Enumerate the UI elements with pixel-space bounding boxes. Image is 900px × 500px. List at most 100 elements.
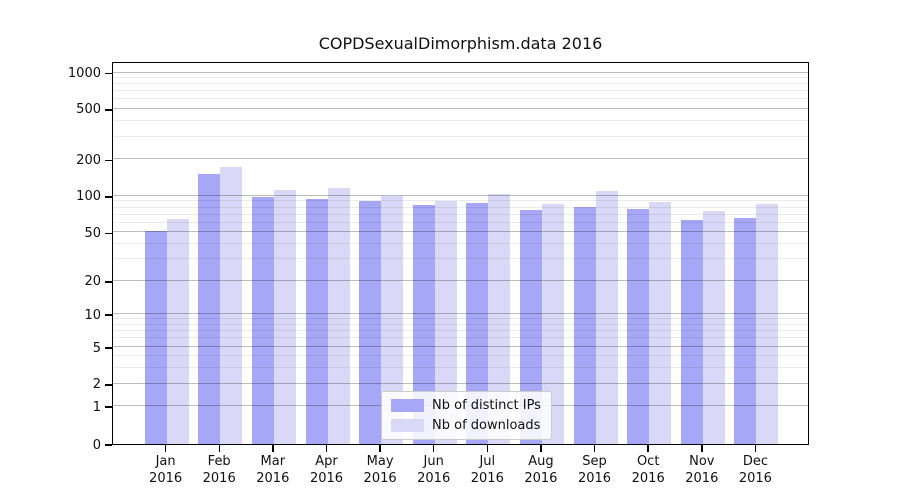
y-axis-tick bbox=[105, 109, 112, 111]
minor-gridline bbox=[113, 98, 808, 100]
legend-entry-distinct-ips: Nb of distinct IPs bbox=[391, 398, 541, 413]
x-axis-tick bbox=[540, 445, 542, 452]
legend-label-downloads: Nb of downloads bbox=[432, 418, 541, 433]
y-tick-label: 2 bbox=[92, 377, 101, 393]
bar-distinct-ips bbox=[573, 206, 596, 444]
x-tick-label: May 2016 bbox=[350, 453, 410, 487]
major-gridline bbox=[113, 107, 808, 109]
x-tick-month: Aug bbox=[528, 454, 554, 469]
y-tick-label: 20 bbox=[84, 274, 101, 290]
y-tick-label: 50 bbox=[84, 225, 101, 241]
x-axis-tick bbox=[432, 445, 435, 452]
x-axis-tick bbox=[379, 445, 381, 452]
x-tick-label: Aug 2016 bbox=[511, 453, 571, 487]
x-tick-year: 2016 bbox=[202, 471, 236, 486]
y-axis-tick bbox=[105, 159, 112, 162]
x-tick-label: Nov 2016 bbox=[672, 453, 732, 487]
bar-distinct-ips bbox=[466, 203, 489, 444]
legend-entry-downloads: Nb of downloads bbox=[391, 418, 541, 433]
y-tick-label: 1 bbox=[92, 399, 101, 415]
legend: Nb of distinct IPs Nb of downloads bbox=[381, 391, 552, 440]
x-tick-label: Sep 2016 bbox=[565, 453, 625, 487]
y-axis-tick bbox=[105, 406, 112, 408]
legend-swatch-downloads bbox=[391, 419, 424, 432]
y-tick-label: 500 bbox=[76, 102, 101, 118]
x-tick-month: May bbox=[366, 454, 394, 469]
x-tick-month: Jun bbox=[423, 454, 444, 469]
bar-distinct-ips bbox=[734, 217, 757, 444]
x-tick-month: Apr bbox=[315, 454, 338, 469]
bar-distinct-ips bbox=[519, 210, 542, 444]
minor-gridline bbox=[113, 83, 808, 85]
x-tick-month: Nov bbox=[689, 454, 715, 469]
y-axis-tick bbox=[105, 281, 112, 283]
x-tick-label: Oct 2016 bbox=[618, 453, 678, 487]
x-tick-year: 2016 bbox=[577, 471, 612, 486]
bar-distinct-ips bbox=[627, 208, 650, 444]
x-tick-label: Dec 2016 bbox=[725, 453, 785, 487]
x-axis-tick bbox=[218, 445, 220, 452]
bar-distinct-ips bbox=[305, 198, 328, 444]
x-tick-month: Feb bbox=[207, 454, 231, 469]
bar-distinct-ips bbox=[680, 220, 703, 444]
y-tick-label: 0 bbox=[92, 437, 101, 453]
x-tick-year: 2016 bbox=[417, 471, 451, 486]
bar-distinct-ips bbox=[359, 200, 382, 444]
x-tick-month: Jul bbox=[479, 454, 496, 469]
major-gridline bbox=[113, 158, 808, 160]
x-tick-year: 2016 bbox=[256, 471, 290, 486]
bar-distinct-ips bbox=[251, 197, 274, 444]
x-tick-month: Dec bbox=[742, 454, 768, 469]
chart-title: COPDSexualDimorphism.data 2016 bbox=[318, 34, 603, 53]
x-tick-year: 2016 bbox=[363, 471, 397, 486]
x-tick-year: 2016 bbox=[685, 471, 719, 486]
y-axis-tick bbox=[105, 232, 112, 234]
minor-gridline bbox=[113, 136, 808, 138]
y-tick-label: 1000 bbox=[67, 66, 101, 81]
x-axis-tick bbox=[325, 445, 328, 452]
x-tick-year: 2016 bbox=[470, 471, 504, 486]
x-tick-label: Apr 2016 bbox=[297, 453, 357, 487]
x-tick-label: Mar 2016 bbox=[243, 453, 303, 487]
y-axis-tick bbox=[105, 314, 112, 316]
y-tick-label: 5 bbox=[92, 340, 101, 356]
bar-downloads bbox=[273, 189, 296, 444]
x-axis-tick bbox=[272, 445, 274, 452]
x-tick-month: Mar bbox=[260, 454, 286, 469]
x-tick-month: Sep bbox=[582, 454, 607, 469]
x-axis-tick bbox=[647, 445, 649, 452]
y-axis-tick bbox=[105, 196, 112, 198]
bar-downloads bbox=[702, 210, 725, 444]
bar-downloads bbox=[381, 196, 404, 444]
y-tick-label: 100 bbox=[76, 189, 101, 205]
x-tick-month: Jan bbox=[155, 454, 176, 469]
bar-downloads bbox=[220, 167, 243, 444]
legend-label-distinct-ips: Nb of distinct IPs bbox=[432, 398, 541, 413]
bar-downloads bbox=[756, 204, 779, 444]
bar-distinct-ips bbox=[198, 173, 221, 444]
bar-downloads bbox=[434, 200, 457, 444]
bar-distinct-ips bbox=[144, 231, 167, 444]
x-tick-label: Jul 2016 bbox=[457, 453, 517, 487]
y-axis-tick bbox=[105, 444, 112, 446]
bar-downloads bbox=[649, 201, 672, 444]
y-tick-label: 10 bbox=[84, 307, 101, 323]
major-gridline bbox=[113, 71, 808, 73]
x-tick-year: 2016 bbox=[149, 471, 183, 486]
minor-gridline bbox=[113, 90, 808, 92]
x-axis-tick bbox=[701, 445, 703, 452]
legend-swatch-distinct-ips bbox=[391, 399, 424, 412]
y-tick-label: 200 bbox=[76, 152, 101, 168]
y-axis-tick bbox=[105, 347, 112, 349]
bar-downloads bbox=[488, 194, 511, 444]
y-axis-tick bbox=[105, 72, 112, 75]
x-tick-year: 2016 bbox=[524, 471, 558, 486]
minor-gridline bbox=[113, 77, 808, 78]
minor-gridline bbox=[113, 120, 808, 122]
x-tick-year: 2016 bbox=[738, 471, 772, 486]
x-tick-year: 2016 bbox=[309, 471, 344, 486]
x-axis-tick bbox=[593, 445, 596, 452]
x-tick-label: Jan 2016 bbox=[136, 453, 196, 487]
bar-distinct-ips bbox=[412, 205, 435, 444]
